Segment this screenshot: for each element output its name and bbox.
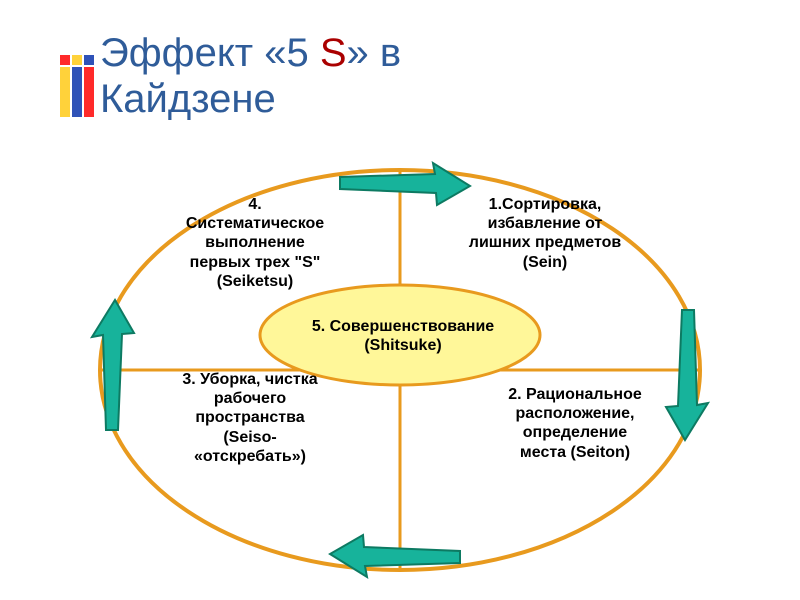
- kaizen-5s-diagram: [0, 0, 800, 600]
- slide-canvas: Эффект «5 S» в Кайдзене 1.Сортировка, из…: [0, 0, 800, 600]
- label-q1: 1.Сортировка, избавление от лишних предм…: [430, 195, 660, 272]
- label-q4: 4. Систематическое выполнение первых тре…: [135, 195, 375, 291]
- label-center: 5. Совершенствование (Shitsuke): [280, 317, 526, 355]
- label-q2: 2. Рациональное расположение, определени…: [470, 385, 680, 462]
- label-q3: 3. Уборка, чистка рабочего пространства …: [135, 370, 365, 466]
